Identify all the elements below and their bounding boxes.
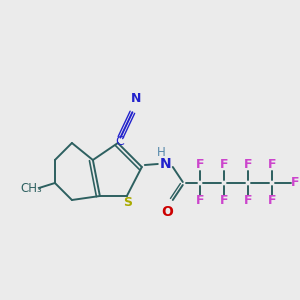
Text: S: S [123, 196, 132, 209]
Text: F: F [220, 194, 228, 208]
Text: F: F [196, 158, 204, 172]
Text: F: F [267, 158, 276, 172]
Text: F: F [290, 176, 299, 190]
Text: C: C [115, 135, 124, 148]
Text: H: H [156, 146, 165, 160]
Text: F: F [243, 158, 252, 172]
Text: F: F [267, 194, 276, 208]
Text: N: N [160, 157, 172, 171]
Text: F: F [243, 194, 252, 208]
Text: N: N [130, 92, 141, 106]
Text: O: O [161, 205, 173, 219]
Text: F: F [196, 194, 204, 208]
Text: F: F [220, 158, 228, 172]
Text: CH₃: CH₃ [20, 182, 42, 194]
